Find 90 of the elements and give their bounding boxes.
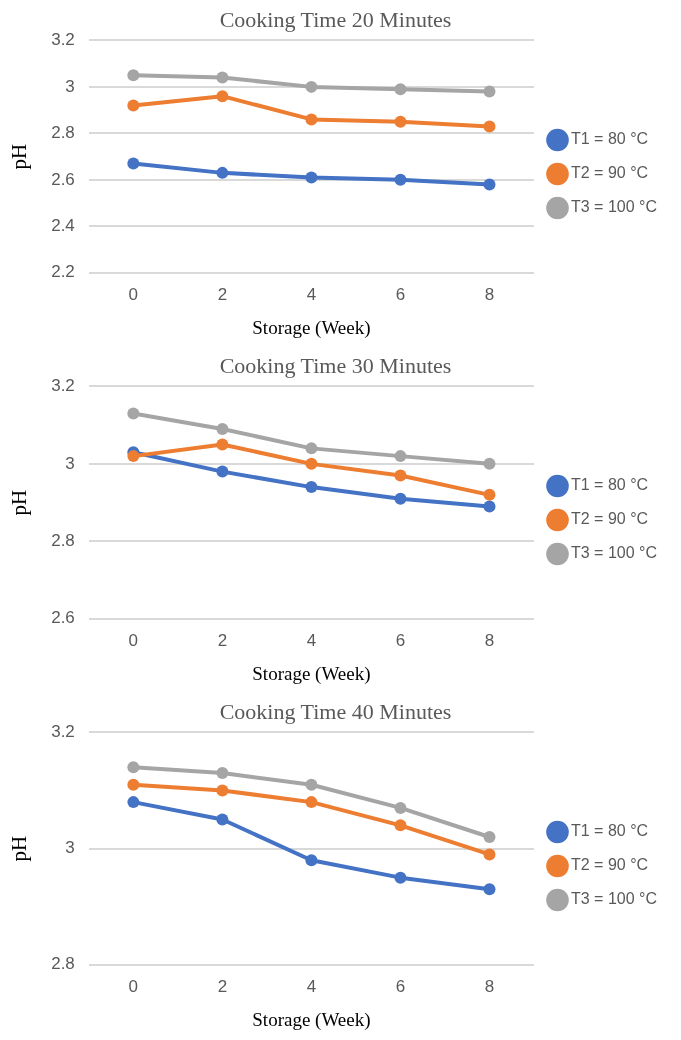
x-tick-label: 2 xyxy=(217,976,228,996)
point xyxy=(305,854,318,867)
x-axis-title: Storage (Week) xyxy=(252,662,371,685)
point xyxy=(127,778,140,791)
point xyxy=(305,171,318,184)
x-tick-label: 0 xyxy=(128,284,139,304)
x-tick-label: 8 xyxy=(484,630,495,650)
point xyxy=(394,450,407,463)
x-tick-label: 2 xyxy=(217,284,228,304)
point xyxy=(127,69,140,82)
point xyxy=(305,796,318,809)
y-tick-label: 3 xyxy=(65,76,75,96)
y-tick-label: 2.2 xyxy=(51,262,75,282)
point xyxy=(305,481,318,494)
point xyxy=(483,178,496,191)
y-tick-label: 3.2 xyxy=(51,30,75,50)
legend-label: T3 = 100 °C xyxy=(571,890,657,908)
point xyxy=(394,115,407,128)
y-axis-title: pH xyxy=(7,143,32,170)
y-tick-label: 2.8 xyxy=(51,531,75,551)
point xyxy=(394,469,407,482)
chart-title: Cooking Time 20 Minutes xyxy=(219,6,452,32)
x-tick-label: 6 xyxy=(395,630,406,650)
legend-label: T2 = 90 °C xyxy=(571,510,649,528)
y-tick-label: 2.8 xyxy=(51,123,75,143)
y-tick-label: 3.2 xyxy=(51,376,75,396)
x-tick-label: 4 xyxy=(306,976,317,996)
legend-label: T2 = 90 °C xyxy=(571,164,649,182)
point xyxy=(127,796,140,809)
point xyxy=(483,120,496,133)
legend-label: T1 = 80 °C xyxy=(571,822,649,840)
legend-label: T1 = 80 °C xyxy=(571,476,649,494)
point xyxy=(394,871,407,884)
point xyxy=(483,500,496,513)
point xyxy=(305,80,318,93)
x-tick-label: 0 xyxy=(128,976,139,996)
y-tick-label: 2.4 xyxy=(51,216,75,236)
legend-label: T3 = 100 °C xyxy=(571,544,657,562)
point xyxy=(305,457,318,470)
point xyxy=(216,71,229,84)
point xyxy=(305,778,318,791)
x-tick-label: 6 xyxy=(395,284,406,304)
point xyxy=(216,784,229,797)
point xyxy=(216,813,229,826)
point xyxy=(216,767,229,780)
point xyxy=(127,407,140,420)
point xyxy=(394,819,407,832)
point xyxy=(216,465,229,478)
point xyxy=(127,450,140,463)
y-tick-label: 3 xyxy=(65,838,75,858)
legend-label: T3 = 100 °C xyxy=(571,198,657,216)
y-tick-label: 2.6 xyxy=(51,608,75,628)
point xyxy=(305,442,318,455)
y-axis-title: pH xyxy=(7,489,32,516)
x-tick-label: 2 xyxy=(217,630,228,650)
point xyxy=(394,173,407,186)
y-tick-label: 3.2 xyxy=(51,722,75,742)
point xyxy=(127,157,140,170)
x-tick-label: 8 xyxy=(484,976,495,996)
point xyxy=(394,801,407,814)
point xyxy=(394,492,407,505)
x-tick-label: 4 xyxy=(306,630,317,650)
x-tick-label: 6 xyxy=(395,976,406,996)
y-tick-label: 2.8 xyxy=(51,954,75,974)
y-tick-label: 3 xyxy=(65,453,75,473)
y-tick-label: 2.6 xyxy=(51,169,75,189)
chart-title: Cooking Time 30 Minutes xyxy=(219,352,452,378)
point xyxy=(394,83,407,96)
point xyxy=(216,90,229,103)
point xyxy=(216,438,229,451)
point xyxy=(483,457,496,470)
point xyxy=(483,488,496,501)
point xyxy=(483,85,496,98)
point xyxy=(127,761,140,774)
point xyxy=(483,848,496,861)
x-tick-label: 8 xyxy=(484,284,495,304)
legend-label: T1 = 80 °C xyxy=(571,130,649,148)
point xyxy=(305,113,318,126)
y-axis-title: pH xyxy=(7,835,32,862)
legend-label: T2 = 90 °C xyxy=(571,856,649,874)
point xyxy=(483,883,496,896)
point xyxy=(127,99,140,112)
x-tick-label: 4 xyxy=(306,284,317,304)
x-axis-title: Storage (Week) xyxy=(252,316,371,339)
point xyxy=(483,830,496,843)
point xyxy=(216,166,229,179)
point xyxy=(216,423,229,436)
x-tick-label: 0 xyxy=(128,630,139,650)
chart-title: Cooking Time 40 Minutes xyxy=(219,698,452,724)
x-axis-title: Storage (Week) xyxy=(252,1008,371,1031)
